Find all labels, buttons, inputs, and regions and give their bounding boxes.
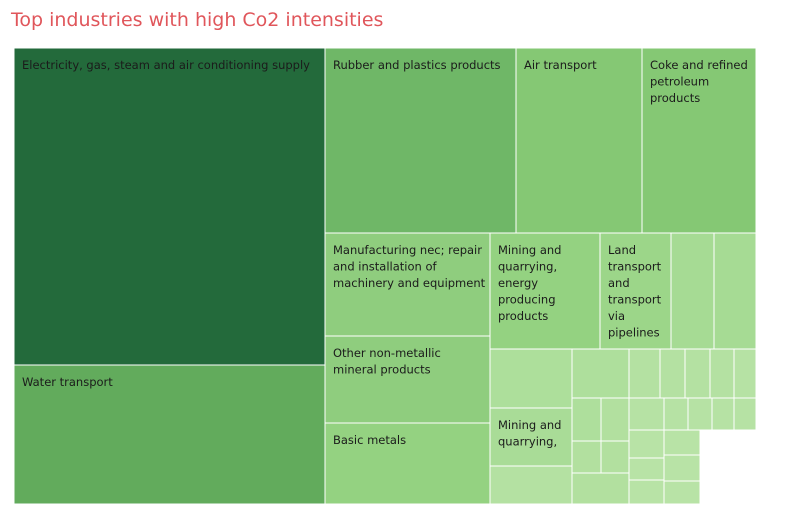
treemap-tile-rect <box>571 397 602 442</box>
treemap-tile-rect <box>628 457 665 481</box>
treemap-tile-rect <box>709 348 735 399</box>
treemap-tile[interactable] <box>687 397 713 431</box>
treemap-tile[interactable] <box>628 479 665 505</box>
treemap-tile[interactable] <box>684 348 711 399</box>
treemap-tile[interactable] <box>663 397 689 431</box>
treemap-tile[interactable] <box>709 348 735 399</box>
treemap-tile-rect <box>659 348 686 399</box>
treemap-tile-label: Coke and refined petroleum products <box>650 58 748 105</box>
treemap-tile-label: Land transport and transport via pipelines <box>608 243 662 340</box>
treemap-tile-rect <box>489 407 573 467</box>
treemap-tile-rect <box>663 429 701 456</box>
treemap-tile-rect <box>515 47 643 234</box>
treemap-tile-electricity-gas-steam-and-air-conditioning-supply[interactable]: Electricity, gas, steam and air conditio… <box>13 47 326 366</box>
treemap-tile-land-transport-and-transport-via-pipelines[interactable]: Land transport and transport via pipelines <box>599 232 672 350</box>
treemap-tile[interactable] <box>489 465 573 505</box>
treemap-tile-rect <box>733 348 757 399</box>
treemap-tile-rect <box>600 397 630 442</box>
treemap-tile[interactable] <box>571 472 630 505</box>
treemap-tile-rect <box>663 480 701 505</box>
treemap-tile-rect <box>628 479 665 505</box>
treemap-tile-label: Mining and quarrying, <box>498 418 561 449</box>
treemap-tile[interactable] <box>663 454 701 482</box>
chart-title: Top industries with high Co2 intensities <box>11 9 384 31</box>
treemap-tile[interactable] <box>628 348 661 399</box>
treemap-tile-rect <box>13 47 326 366</box>
treemap-tile-rect <box>600 440 630 474</box>
treemap-tile-rect <box>324 47 517 234</box>
treemap-tile[interactable] <box>733 348 757 399</box>
treemap-tile-coke-and-refined-petroleum-products[interactable]: Coke and refined petroleum products <box>641 47 757 234</box>
treemap-tile-rect <box>571 348 630 399</box>
treemap-tile[interactable] <box>659 348 686 399</box>
treemap-tile-label: Rubber and plastics products <box>333 58 501 72</box>
treemap-tile-label: Other non-metallic mineral products <box>333 346 441 377</box>
treemap-tile[interactable] <box>571 348 630 399</box>
treemap-tile-label: Air transport <box>524 58 597 72</box>
treemap-tile[interactable] <box>733 397 757 431</box>
treemap-tile[interactable] <box>600 397 630 442</box>
treemap-tile-rect <box>687 397 713 431</box>
treemap-tile-rect <box>599 232 672 350</box>
treemap-tile[interactable] <box>711 397 735 431</box>
treemap-tile[interactable] <box>489 348 573 409</box>
treemap-tile-label: Manufacturing nec; repair and installatio… <box>333 243 486 290</box>
treemap-tile-label: Mining and quarrying, energy producing produ… <box>498 243 561 323</box>
treemap-tile-other-non-metallic-mineral-products[interactable]: Other non-metallic mineral products <box>324 335 491 424</box>
treemap-tile-rect <box>670 232 715 350</box>
treemap-tile-rect <box>628 397 665 431</box>
treemap-tile-rect <box>663 454 701 482</box>
treemap-tile-rect <box>489 232 601 350</box>
treemap-tile[interactable] <box>663 429 701 456</box>
treemap-tile-basic-metals[interactable]: Basic metals <box>324 422 491 505</box>
treemap-tile-air-transport[interactable]: Air transport <box>515 47 643 234</box>
treemap-tile[interactable] <box>600 440 630 474</box>
treemap-tile[interactable] <box>663 480 701 505</box>
treemap-tile[interactable] <box>628 429 665 459</box>
treemap-tile[interactable] <box>670 232 715 350</box>
treemap-tile-rect <box>711 397 735 431</box>
treemap-tile[interactable] <box>713 232 757 350</box>
treemap-tile-rect <box>628 429 665 459</box>
treemap-tile-rect <box>571 440 602 474</box>
treemap-tile-manufacturing-nec-repair-and-installation-of-machinery-and-equipment[interactable]: Manufacturing nec; repair and installatio… <box>324 232 491 337</box>
treemap-tile-label: Basic metals <box>333 433 406 447</box>
treemap-tile-label: Water transport <box>22 375 113 389</box>
treemap-tile-rubber-and-plastics-products[interactable]: Rubber and plastics products <box>324 47 517 234</box>
treemap-tile-rect <box>733 397 757 431</box>
treemap-tile-rect <box>663 397 689 431</box>
treemap-tile-rect <box>628 348 661 399</box>
treemap-tile-rect <box>324 232 491 337</box>
treemap-tile-mining-and-quarrying[interactable]: Mining and quarrying, <box>489 407 573 467</box>
treemap-tile-label: Electricity, gas, steam and air conditio… <box>22 58 310 72</box>
treemap-border <box>13 47 757 505</box>
treemap-tile-water-transport[interactable]: Water transport <box>13 364 326 505</box>
treemap-tile-mining-and-quarrying-energy-producing-products[interactable]: Mining and quarrying, energy producing produ… <box>489 232 601 350</box>
treemap-tile-rect <box>489 465 573 505</box>
treemap-tile[interactable] <box>571 440 602 474</box>
treemap-tile-rect <box>684 348 711 399</box>
treemap-tile-rect <box>571 472 630 505</box>
treemap-tile[interactable] <box>571 397 602 442</box>
treemap-tile-rect <box>713 232 757 350</box>
treemap-tile-rect <box>489 348 573 409</box>
treemap-tile[interactable] <box>628 457 665 481</box>
treemap-tile[interactable] <box>628 397 665 431</box>
